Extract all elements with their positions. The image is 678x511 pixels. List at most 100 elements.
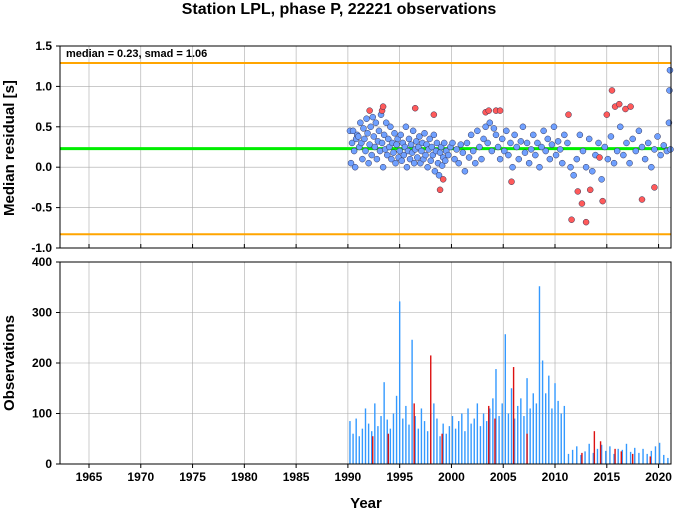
- outlier-bar: [631, 453, 634, 464]
- observation-bar: [526, 378, 528, 464]
- residual-point: [445, 151, 452, 159]
- observation-bar: [442, 423, 444, 464]
- observation-bar: [529, 408, 531, 464]
- observation-bar: [433, 403, 435, 464]
- residual-point: [525, 159, 533, 167]
- residual-point: [527, 146, 535, 153]
- outlier-point: [508, 178, 515, 185]
- residual-point: [410, 159, 418, 167]
- x-tick-label: 2015: [593, 470, 620, 484]
- observation-bar: [352, 433, 354, 464]
- observation-bar: [650, 450, 653, 464]
- outlier-point: [485, 107, 492, 114]
- x-tick-label: 1970: [127, 470, 154, 484]
- residual-point: [644, 139, 652, 147]
- residual-point: [573, 155, 581, 163]
- observation-bar: [523, 416, 525, 464]
- residual-point: [482, 123, 489, 131]
- observation-bar: [451, 416, 454, 464]
- residual-point: [365, 159, 372, 167]
- residual-point: [465, 154, 473, 161]
- residual-point: [469, 147, 477, 155]
- observation-bar: [436, 418, 438, 464]
- observation-bar: [605, 450, 607, 464]
- residual-point: [351, 163, 359, 171]
- observation-bar: [510, 388, 513, 464]
- outlier-point: [578, 200, 586, 207]
- residual-point: [498, 135, 506, 143]
- outlier-point: [430, 111, 438, 118]
- residual-point: [472, 159, 479, 167]
- residual-point: [405, 135, 413, 143]
- outlier-point: [439, 176, 447, 183]
- residual-point: [474, 127, 481, 135]
- observation-bar: [551, 408, 553, 464]
- outlier-bar: [387, 433, 389, 464]
- residual-gridlines: [60, 46, 671, 248]
- outlier-point: [638, 196, 646, 203]
- residual-point: [398, 157, 405, 164]
- residual-point: [604, 155, 612, 163]
- residual-point: [585, 135, 593, 143]
- observation-bar: [467, 408, 469, 464]
- observations-y-axis-label: Observations: [1, 315, 18, 411]
- outlier-point: [436, 186, 444, 194]
- residual-point: [564, 139, 571, 147]
- observation-bar: [383, 382, 385, 464]
- residual-point: [601, 143, 608, 151]
- residual-point: [536, 163, 543, 171]
- residual-point: [406, 155, 414, 163]
- residual-point: [542, 147, 549, 155]
- outlier-bar: [649, 456, 651, 464]
- x-tick-label: 1995: [386, 470, 413, 484]
- observation-bar: [374, 403, 376, 464]
- x-tick-label: 2000: [438, 470, 465, 484]
- residual-y-ticks: -1.0 -0.5 0.0 0.5 1.0 1.5: [31, 39, 660, 255]
- residual-point: [382, 119, 390, 127]
- outlier-point: [582, 218, 590, 226]
- observation-bar: [642, 448, 644, 464]
- residual-point: [666, 87, 673, 94]
- observation-bar: [513, 418, 516, 464]
- outlier-bar: [512, 367, 515, 464]
- outlier-point: [608, 87, 616, 94]
- observation-bar: [663, 454, 665, 464]
- residual-point: [383, 151, 391, 159]
- outlier-point: [599, 197, 606, 205]
- observation-bar: [414, 416, 416, 464]
- residual-point: [463, 139, 471, 147]
- residual-point: [388, 155, 395, 163]
- residual-point: [366, 141, 373, 148]
- observation-bar: [476, 403, 479, 464]
- residual-point: [540, 127, 547, 135]
- residual-point: [582, 163, 590, 171]
- outlier-bar: [620, 451, 622, 464]
- residual-point: [496, 155, 504, 163]
- residual-point: [370, 133, 378, 140]
- residual-point: [519, 123, 527, 131]
- observation-bar: [454, 428, 457, 464]
- observation-bar: [596, 448, 599, 464]
- residual-point: [363, 115, 370, 122]
- residual-point: [367, 123, 374, 131]
- outlier-point: [622, 105, 629, 113]
- observation-bar: [560, 413, 562, 464]
- observation-bar: [392, 413, 395, 464]
- residual-point: [355, 133, 362, 140]
- residual-y-tick-label: 1.5: [35, 39, 52, 53]
- residual-point: [632, 147, 640, 155]
- residual-point: [361, 135, 368, 143]
- outlier-bar: [488, 405, 490, 464]
- x-tick-label: 2010: [542, 470, 569, 484]
- residual-point: [505, 151, 512, 159]
- observation-bar: [464, 431, 466, 464]
- residual-point: [438, 162, 446, 169]
- observation-bar: [398, 301, 401, 464]
- x-tick-label: 2005: [490, 470, 517, 484]
- residual-point: [556, 146, 564, 153]
- observations-y-tick-label: 0: [45, 457, 52, 471]
- x-axis-label: Year: [350, 495, 382, 511]
- residual-y-tick-label: 1.0: [35, 79, 52, 93]
- observation-bar: [470, 423, 472, 464]
- observation-bar: [507, 413, 510, 464]
